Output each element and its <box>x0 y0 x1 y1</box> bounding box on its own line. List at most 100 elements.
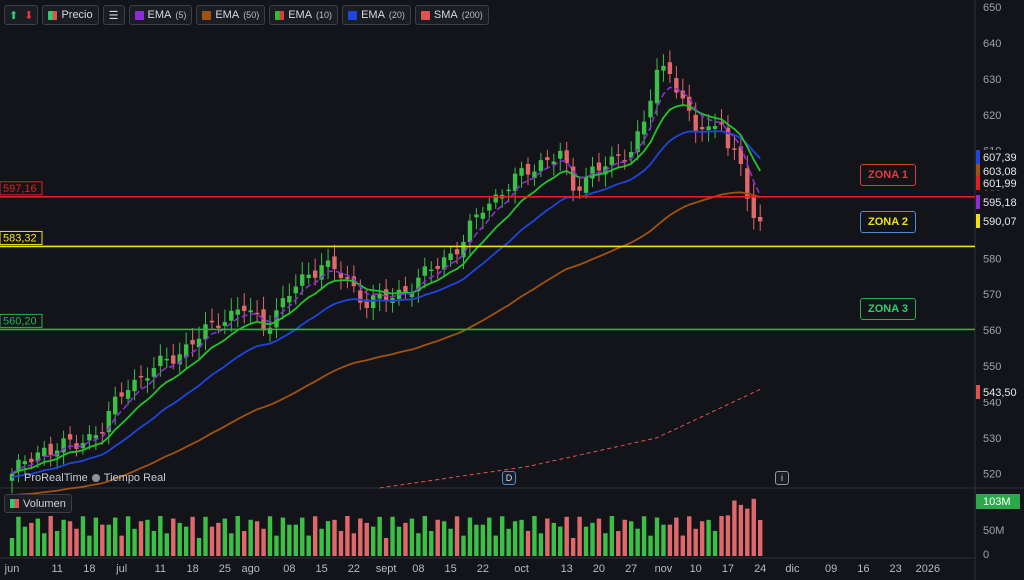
volume-bar <box>732 500 737 556</box>
y-tick-label: 570 <box>983 289 1001 301</box>
volume-bar <box>209 526 215 556</box>
x-tick-label: 16 <box>857 563 869 575</box>
volume-bar <box>319 528 324 556</box>
candle-body <box>113 396 118 415</box>
x-tick-label: 11 <box>51 563 62 575</box>
dividend-marker[interactable]: D <box>502 471 516 485</box>
x-tick-label: oct <box>514 563 529 575</box>
volume-bar <box>422 516 427 556</box>
volume-bar <box>93 517 99 556</box>
y-tick-label: 650 <box>983 2 1001 14</box>
x-tick-label: 25 <box>219 563 231 575</box>
scroll-buttons[interactable]: ⬆ ⬇ <box>4 5 39 25</box>
candle-body <box>474 214 479 218</box>
candle-body <box>261 309 266 331</box>
volume-bar <box>61 519 66 556</box>
price-tag-marker <box>976 195 980 209</box>
volume-bar <box>177 522 182 556</box>
candle-body <box>119 392 124 397</box>
volume-bar <box>532 516 537 556</box>
candle-body <box>48 443 53 455</box>
volume-bar <box>687 516 692 556</box>
x-tick-label: 2026 <box>916 563 940 575</box>
volume-bar <box>22 526 28 556</box>
arrow-down-icon[interactable]: ⬇ <box>24 9 34 22</box>
candle-body <box>183 344 189 358</box>
candle-body <box>300 274 305 286</box>
indicator-sma200[interactable]: SMA (200) <box>414 5 489 25</box>
candle-body <box>480 212 486 219</box>
candle-body <box>680 90 685 99</box>
candle-body <box>42 447 47 457</box>
volume-bar <box>435 519 440 556</box>
candle-body <box>325 260 331 267</box>
volume-bar <box>138 521 144 556</box>
candle-body <box>622 160 627 162</box>
candle-body <box>687 96 692 111</box>
volume-bar <box>325 521 331 556</box>
candle-body <box>699 127 705 130</box>
candle-body <box>667 62 673 75</box>
volume-bar <box>274 535 279 556</box>
volume-bar <box>235 516 240 556</box>
volume-tick-label: 0 <box>983 549 989 561</box>
candle-body <box>235 309 240 315</box>
y-tick-label: 530 <box>983 433 1001 445</box>
candle-body <box>190 340 195 345</box>
candle-body <box>171 355 176 364</box>
sma200-swatch <box>420 10 430 20</box>
candle-body <box>158 355 163 366</box>
ema5-line <box>11 86 761 475</box>
indicator-ema50[interactable]: EMA (50) <box>196 5 266 25</box>
candle-body <box>125 389 131 399</box>
volume-bar <box>106 524 111 556</box>
volume-bar <box>758 519 763 556</box>
candle-body <box>732 148 737 150</box>
candle-body <box>648 100 653 118</box>
price-button[interactable]: Precio <box>42 5 99 25</box>
volume-bar <box>564 516 569 556</box>
indicator-ema10[interactable]: EMA (10) <box>269 5 339 25</box>
candle-body <box>29 458 34 463</box>
volume-bar <box>577 516 582 556</box>
candle-body <box>16 459 21 471</box>
list-button[interactable]: ☰ <box>102 5 125 25</box>
indicator-ema20[interactable]: EMA (20) <box>342 5 411 25</box>
x-tick-label: 27 <box>625 563 637 575</box>
volume-bar <box>519 519 524 556</box>
ema50-param: (50) <box>243 10 260 20</box>
x-tick-label: 08 <box>283 563 295 575</box>
volume-bar <box>693 528 698 556</box>
volume-bar <box>151 530 157 556</box>
price-tag-marker <box>976 385 980 399</box>
volume-bar <box>332 519 337 556</box>
arrow-up-icon[interactable]: ⬆ <box>9 9 19 22</box>
volume-bar <box>461 535 466 556</box>
volume-bar <box>54 530 60 556</box>
x-tick-label: 08 <box>412 563 424 575</box>
volume-bar <box>242 530 247 556</box>
x-tick-label: sept <box>376 563 397 575</box>
candle-body <box>758 216 763 222</box>
brand-status: Tiempo Real <box>103 472 166 484</box>
candle-body <box>654 69 660 104</box>
volume-bar <box>125 516 131 556</box>
candle-body <box>371 295 376 309</box>
volume-button[interactable]: Volumen <box>4 494 72 513</box>
volume-bar <box>100 524 105 556</box>
info-marker[interactable]: i <box>775 471 789 485</box>
candle-body <box>216 325 221 328</box>
ema5-param: (5) <box>175 10 187 20</box>
candle-body <box>661 65 666 71</box>
indicator-ema5[interactable]: EMA (5) <box>128 5 193 25</box>
volume-bar <box>629 521 634 556</box>
volume-bar <box>622 519 627 556</box>
candle-body <box>596 162 602 171</box>
ema50-label: EMA <box>215 9 240 21</box>
y-tick-label: 580 <box>983 253 1001 265</box>
volume-bar <box>403 522 408 556</box>
volume-bar <box>267 516 273 556</box>
candle-body <box>203 324 208 340</box>
volume-last-tag <box>976 494 1020 509</box>
